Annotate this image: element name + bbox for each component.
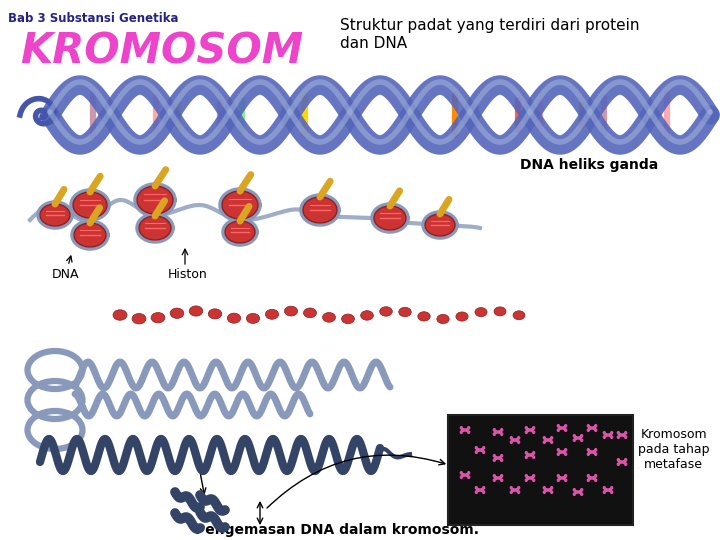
Ellipse shape xyxy=(137,186,173,214)
Ellipse shape xyxy=(132,314,146,324)
Ellipse shape xyxy=(139,216,171,240)
Ellipse shape xyxy=(222,191,258,219)
Ellipse shape xyxy=(494,307,506,316)
Ellipse shape xyxy=(208,309,222,319)
Ellipse shape xyxy=(113,310,127,320)
Ellipse shape xyxy=(40,204,70,226)
Ellipse shape xyxy=(228,313,240,323)
Text: KROMOSOM: KROMOSOM xyxy=(20,30,303,72)
Ellipse shape xyxy=(361,310,374,320)
Ellipse shape xyxy=(475,308,487,316)
Ellipse shape xyxy=(151,313,165,323)
Ellipse shape xyxy=(225,221,255,243)
Ellipse shape xyxy=(323,313,336,322)
Text: Kromosom
pada tahap
metafase: Kromosom pada tahap metafase xyxy=(638,428,709,471)
Ellipse shape xyxy=(303,197,337,223)
Ellipse shape xyxy=(456,312,468,321)
Ellipse shape xyxy=(341,314,354,323)
Ellipse shape xyxy=(437,314,449,323)
Text: DNA heliks ganda: DNA heliks ganda xyxy=(520,158,658,172)
Text: Struktur padat yang terdiri dari protein: Struktur padat yang terdiri dari protein xyxy=(340,18,639,33)
Ellipse shape xyxy=(399,307,411,316)
Ellipse shape xyxy=(418,312,431,321)
Text: DNA: DNA xyxy=(52,268,79,281)
FancyBboxPatch shape xyxy=(448,415,633,525)
Ellipse shape xyxy=(266,309,279,319)
Ellipse shape xyxy=(304,308,317,318)
Ellipse shape xyxy=(425,214,455,236)
Ellipse shape xyxy=(374,206,406,230)
Ellipse shape xyxy=(246,313,260,323)
Text: Pengemasan DNA dalam kromosom.: Pengemasan DNA dalam kromosom. xyxy=(195,523,479,537)
Text: Bab 3 Substansi Genetika: Bab 3 Substansi Genetika xyxy=(8,12,179,25)
Ellipse shape xyxy=(170,308,184,319)
Ellipse shape xyxy=(189,306,203,316)
Ellipse shape xyxy=(284,306,297,316)
Ellipse shape xyxy=(513,311,525,320)
Text: dan DNA: dan DNA xyxy=(340,36,407,51)
Ellipse shape xyxy=(379,307,392,316)
Ellipse shape xyxy=(73,192,107,218)
Ellipse shape xyxy=(74,223,106,247)
Text: Histon: Histon xyxy=(168,268,208,281)
